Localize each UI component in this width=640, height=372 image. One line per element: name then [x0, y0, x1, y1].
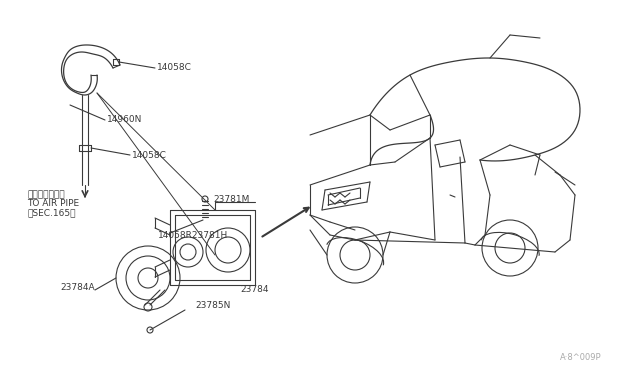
Text: 23781M: 23781M — [213, 196, 250, 205]
Text: 14058R23781H: 14058R23781H — [158, 231, 228, 240]
Text: エア　パイプへ: エア パイプへ — [27, 190, 65, 199]
Text: 23784: 23784 — [240, 285, 269, 295]
Text: 23785N: 23785N — [195, 301, 230, 310]
Text: 23784A: 23784A — [60, 282, 95, 292]
Text: A·8^009P: A·8^009P — [560, 353, 602, 362]
Text: 14058C: 14058C — [132, 151, 167, 160]
Text: 14058C: 14058C — [157, 64, 192, 73]
Text: 〈SEC.165〉: 〈SEC.165〉 — [27, 208, 76, 218]
Text: 14960N: 14960N — [107, 115, 142, 125]
Text: TO AIR PIPE: TO AIR PIPE — [27, 199, 79, 208]
